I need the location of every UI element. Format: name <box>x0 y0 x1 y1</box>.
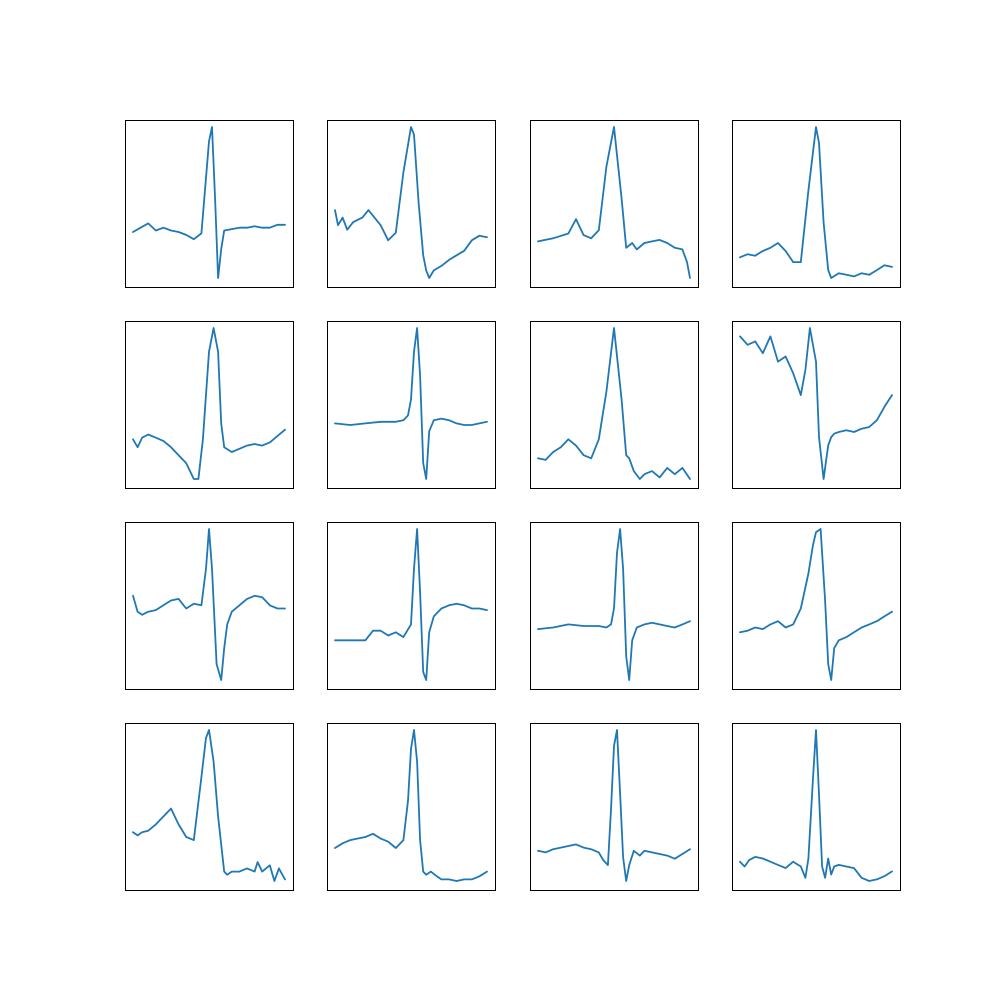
subplot-frame <box>530 321 699 489</box>
ecg-beat-line <box>739 327 893 480</box>
subplot-panel <box>125 321 294 489</box>
subplot-frame <box>732 522 901 690</box>
subplot-grid <box>125 120 901 891</box>
subplot-frame <box>327 723 496 891</box>
ecg-beat-line <box>132 126 286 279</box>
subplot-panel <box>732 723 901 891</box>
ecg-beat-line <box>739 528 893 681</box>
subplot-panel <box>327 120 496 288</box>
subplot-frame <box>327 120 496 288</box>
ecg-beat-line <box>132 729 286 882</box>
subplot-frame <box>125 522 294 690</box>
ecg-beat-line <box>132 528 286 681</box>
subplot-panel <box>327 321 496 489</box>
ecg-beat-line <box>739 126 893 279</box>
subplot-panel <box>530 321 699 489</box>
subplot-frame <box>530 522 699 690</box>
subplot-frame <box>732 321 901 489</box>
subplot-frame <box>530 723 699 891</box>
ecg-beat-line <box>739 729 893 882</box>
ecg-beat-line <box>334 528 488 681</box>
subplot-panel <box>327 522 496 690</box>
subplot-frame <box>125 723 294 891</box>
subplot-panel <box>125 723 294 891</box>
subplot-frame <box>530 120 699 288</box>
subplot-panel <box>530 522 699 690</box>
subplot-panel <box>732 120 901 288</box>
ecg-beat-line <box>334 327 488 480</box>
ecg-beat-line <box>537 729 691 882</box>
subplot-frame <box>125 321 294 489</box>
subplot-panel <box>125 522 294 690</box>
subplot-panel <box>732 522 901 690</box>
ecg-beat-line <box>334 126 488 279</box>
subplot-panel <box>732 321 901 489</box>
ecg-beat-line <box>537 327 691 480</box>
subplot-frame <box>327 321 496 489</box>
ecg-beat-line <box>537 528 691 681</box>
subplot-frame <box>732 120 901 288</box>
subplot-panel <box>327 723 496 891</box>
subplot-frame <box>327 522 496 690</box>
subplot-frame <box>732 723 901 891</box>
subplot-panel <box>530 120 699 288</box>
subplot-panel <box>530 723 699 891</box>
subplot-panel <box>125 120 294 288</box>
subplot-frame <box>125 120 294 288</box>
ecg-beat-line <box>132 327 286 480</box>
ecg-beat-line <box>537 126 691 279</box>
ecg-beat-line <box>334 729 488 882</box>
